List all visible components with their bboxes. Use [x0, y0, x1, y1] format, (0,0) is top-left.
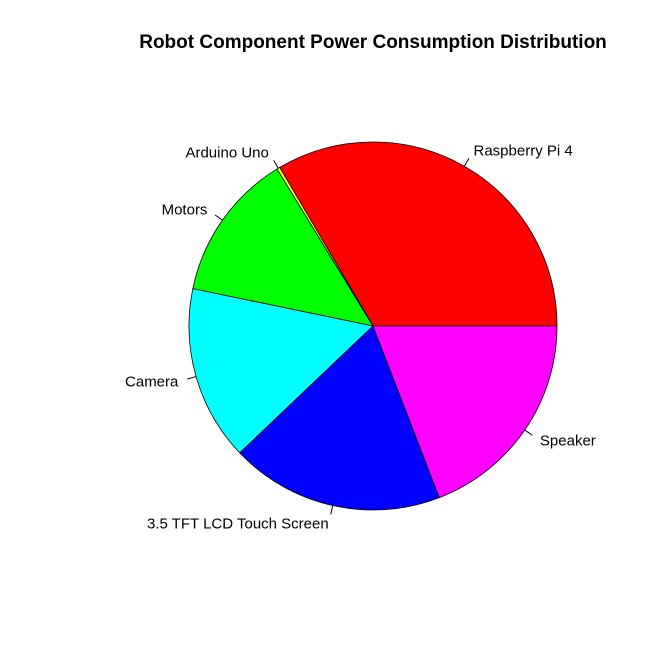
leader-line-arduino-uno — [273, 160, 279, 169]
pie-slices — [188, 141, 558, 511]
slice-label-raspberry-pi-4: Raspberry Pi 4 — [474, 142, 573, 159]
leader-line-3-5-tft-lcd-touch-screen — [330, 505, 334, 515]
leader-line-motors — [214, 214, 223, 221]
slice-label-speaker: Speaker — [540, 432, 596, 449]
leader-line-camera — [187, 376, 197, 380]
slice-3-5-tft-lcd-touch-screen — [239, 325, 440, 511]
chart-title: Robot Component Power Consumption Distri… — [139, 32, 607, 53]
slice-label-motors: Motors — [162, 202, 208, 219]
slice-raspberry-pi-4 — [279, 141, 558, 327]
slice-label-camera: Camera — [125, 374, 179, 391]
pie-labels: Raspberry Pi 4 Arduino Uno Motors Camera 3.5… — [125, 142, 596, 532]
slice-label-arduino-uno: Arduino Uno — [185, 144, 268, 161]
leader-line-speaker — [524, 429, 533, 436]
leader-line-raspberry-pi-4 — [463, 158, 470, 167]
slice-speaker — [372, 325, 558, 499]
slice-label-3-5-tft-lcd-touch-screen: 3.5 TFT LCD Touch Screen — [147, 515, 329, 532]
